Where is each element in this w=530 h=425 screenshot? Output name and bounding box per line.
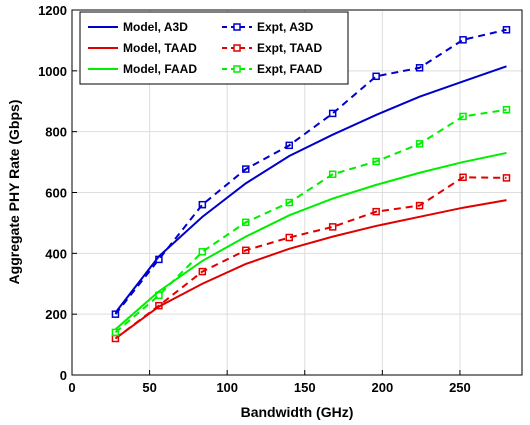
y-tick-label: 600 <box>45 186 67 201</box>
x-tick-label: 50 <box>142 380 156 395</box>
legend-marker-expt-faad <box>233 65 241 73</box>
data-point-expt-a3d <box>415 64 424 72</box>
data-point-expt-taad <box>415 201 424 210</box>
data-point-expt-taad <box>372 207 380 216</box>
x-tick-label: 0 <box>68 380 75 395</box>
series-line-expt-taad <box>114 176 507 340</box>
data-point-expt-faad <box>502 106 511 114</box>
x-tick-label: 150 <box>294 380 316 395</box>
data-point-expt-a3d <box>285 141 293 150</box>
x-tick-label: 200 <box>371 380 393 395</box>
legend-label-expt-faad: Expt, FAAD <box>257 62 323 76</box>
y-tick-label: 1000 <box>38 64 67 79</box>
data-point-expt-taad <box>459 173 467 182</box>
data-point-expt-faad <box>242 218 250 227</box>
data-point-expt-faad <box>328 170 337 178</box>
series-line-model-a3d <box>114 65 507 314</box>
legend-box <box>79 11 349 85</box>
data-point-expt-a3d <box>328 109 337 118</box>
legend-label-expt-taad: Expt, TAAD <box>257 41 322 55</box>
data-point-expt-a3d <box>502 26 511 34</box>
y-tick-label: 200 <box>45 307 67 322</box>
legend-label-model-faad: Model, FAAD <box>123 62 197 76</box>
data-point-expt-a3d <box>242 165 250 173</box>
legend-marker-expt-a3d <box>233 23 241 31</box>
x-axis-label: Bandwidth (GHz) <box>241 404 354 420</box>
data-point-expt-faad <box>459 112 467 121</box>
data-point-expt-taad <box>155 301 163 310</box>
data-point-expt-taad <box>242 246 250 255</box>
data-point-expt-taad <box>502 174 511 182</box>
data-point-expt-taad <box>328 223 337 231</box>
y-tick-label: 400 <box>45 246 67 261</box>
y-tick-label: 0 <box>60 368 67 383</box>
y-axis: 0 200 400 600 800 1000 1200 <box>38 3 77 383</box>
data-point-expt-a3d <box>111 310 120 318</box>
data-point-expt-a3d <box>198 200 207 209</box>
data-point-expt-taad <box>198 267 207 276</box>
data-point-expt-taad <box>285 233 293 242</box>
legend-label-model-taad: Model, TAAD <box>123 41 197 55</box>
legend-label-expt-a3d: Expt, A3D <box>257 20 314 34</box>
data-point-expt-faad <box>415 140 424 148</box>
data-point-expt-faad <box>285 198 293 207</box>
series-line-expt-faad <box>114 108 507 334</box>
y-tick-label: 800 <box>45 125 67 140</box>
data-point-expt-a3d <box>372 72 380 81</box>
data-point-expt-faad <box>372 157 380 166</box>
data-point-expt-a3d <box>459 36 467 44</box>
y-tick-label: 1200 <box>38 3 67 18</box>
x-axis: 0 50 100 150 200 250 <box>68 370 471 395</box>
series-group <box>111 26 511 343</box>
legend-label-model-a3d: Model, A3D <box>123 20 188 34</box>
legend-marker-expt-taad <box>233 44 241 52</box>
data-point-expt-faad <box>111 328 120 337</box>
data-point-expt-a3d <box>155 255 163 264</box>
series-line-expt-a3d <box>114 28 507 315</box>
x-tick-label: 100 <box>216 380 238 395</box>
series-line-model-faad <box>114 151 507 331</box>
legend: Model, A3D Model, TAAD Model, FAAD Expt, A3… <box>79 11 349 85</box>
y-axis-label: Aggregate PHY Rate (Gbps) <box>6 100 22 285</box>
data-point-expt-faad <box>155 291 163 300</box>
x-tick-label: 250 <box>449 380 471 395</box>
data-point-expt-faad <box>198 248 207 256</box>
series-line-model-taad <box>114 199 507 340</box>
